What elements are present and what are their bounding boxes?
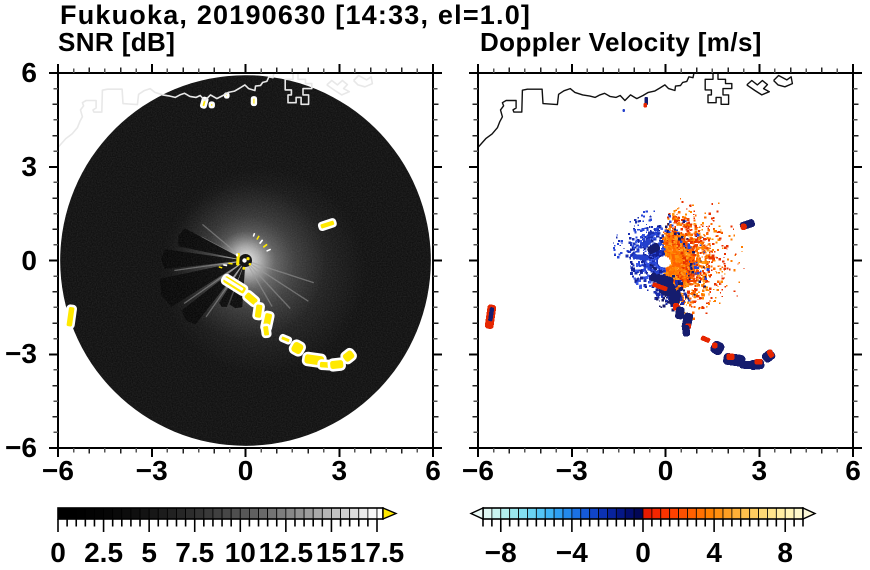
snr-x-tick-label: −3: [135, 455, 168, 486]
echo-patch: [652, 266, 657, 271]
snr-colorbar-label: 15: [315, 537, 347, 568]
echo-patch: [246, 257, 250, 261]
echo-patch: [266, 248, 271, 252]
velocity-coastline-layer: [478, 73, 794, 148]
echo-patch: [669, 290, 681, 306]
velocity-colorbar-label: 8: [777, 537, 794, 568]
echo-patch: [250, 96, 258, 107]
snr-x-tick-label: 3: [331, 455, 348, 486]
echo-patch: [641, 238, 652, 248]
snr-x-tick-label: 0: [237, 455, 254, 486]
axes-layer: [49, 64, 862, 457]
echo-patch: [710, 340, 725, 356]
snr-panel-title: SNR [dB]: [58, 27, 176, 57]
echo-patch: [488, 307, 495, 322]
velocity-colorbar-label: 4: [706, 537, 722, 568]
echo-patch: [278, 333, 293, 345]
velocity-colorbar-label: 0: [635, 537, 651, 568]
echo-patch: [242, 266, 246, 270]
echo-patch: [327, 357, 347, 372]
echo-patch: [643, 103, 648, 108]
y-tick-label: 0: [21, 244, 37, 276]
echo-patch: [726, 353, 735, 361]
snr-colorbar-label: 17.5: [349, 537, 405, 568]
echo-patch: [64, 304, 77, 330]
velocity-x-tick-label: 3: [751, 455, 768, 486]
velocity-panel-title: Doppler Velocity [m/s]: [480, 27, 762, 57]
velocity-colorbar: [469, 506, 817, 532]
port-outline: [704, 73, 733, 106]
echo-patch: [288, 339, 306, 357]
echo-patch: [754, 358, 763, 365]
echo-patch: [259, 239, 264, 245]
echo-patch: [223, 264, 228, 267]
snr-x-tick-label: −6: [42, 455, 74, 486]
echo-patch: [218, 266, 223, 269]
echo-patch: [740, 223, 747, 230]
echo-patch: [675, 306, 685, 320]
snr-colorbar-label: 7.5: [175, 537, 215, 568]
velocity-plot-area: [484, 97, 776, 370]
echo-patch: [652, 282, 668, 292]
port-outline: [326, 79, 351, 96]
echo-patch: [235, 253, 239, 257]
velocity-overflow-arrow: [802, 506, 817, 521]
echo-patch: [647, 243, 661, 255]
echo-patch: [654, 270, 659, 275]
port-outline: [773, 74, 794, 88]
echo-patch: [260, 323, 272, 339]
colorbars-layer: [57, 506, 817, 532]
snr-colorbar-label: 10: [224, 537, 256, 568]
echo-patch: [256, 235, 260, 240]
velocity-x-tick-label: 0: [657, 455, 674, 486]
y-tick-label: −3: [5, 338, 37, 370]
echo-patch: [317, 218, 337, 232]
echo-patch: [228, 262, 233, 265]
echo-patch: [632, 254, 649, 261]
y-tick-label: 3: [21, 150, 37, 182]
snr-colorbar-label: 2.5: [84, 537, 124, 568]
echo-patch: [248, 263, 252, 266]
echo-patch: [622, 109, 625, 112]
echo-patch: [681, 325, 691, 337]
echo-patch: [262, 243, 268, 248]
snr-plot-area: [58, 73, 431, 446]
velocity-x-tick-label: 6: [845, 455, 861, 486]
snr-x-tick-label: 6: [425, 455, 441, 486]
echo-patch: [340, 347, 357, 365]
snr-colorbar-label: 5: [141, 537, 157, 568]
echo-patch: [223, 277, 244, 291]
y-tick-label: 6: [21, 57, 37, 88]
echo-patch: [649, 263, 654, 267]
echo-patch: [252, 232, 256, 237]
radar-hole: [657, 256, 669, 268]
echo-patch: [766, 349, 775, 358]
y-tick-label: −6: [5, 432, 37, 463]
snr-colorbar-label: 12.5: [258, 537, 314, 568]
velocity-x-tick-label: −3: [555, 455, 588, 486]
echo-patch: [252, 301, 265, 321]
coastline: [58, 73, 275, 148]
snr-colorbar: [57, 506, 398, 532]
velocity-underflow-arrow: [469, 506, 484, 521]
figure-title: Fukuoka, 20190630 [14:33, el=1.0]: [60, 0, 532, 30]
velocity-x-tick-label: −6: [462, 455, 494, 486]
echo-patch: [700, 335, 711, 343]
port-outline: [353, 74, 374, 88]
echo-patch: [208, 101, 215, 109]
coastline: [478, 73, 695, 148]
velocity-colorbar-label: −8: [484, 537, 517, 568]
port-outline: [284, 73, 313, 106]
port-outline: [746, 79, 770, 96]
snr-colorbar-label: 0: [50, 537, 66, 568]
snr-overflow-arrow: [382, 506, 398, 521]
velocity-colorbar-label: −4: [555, 537, 588, 568]
radar-center-dot: [242, 258, 247, 263]
echo-patch: [712, 342, 718, 349]
